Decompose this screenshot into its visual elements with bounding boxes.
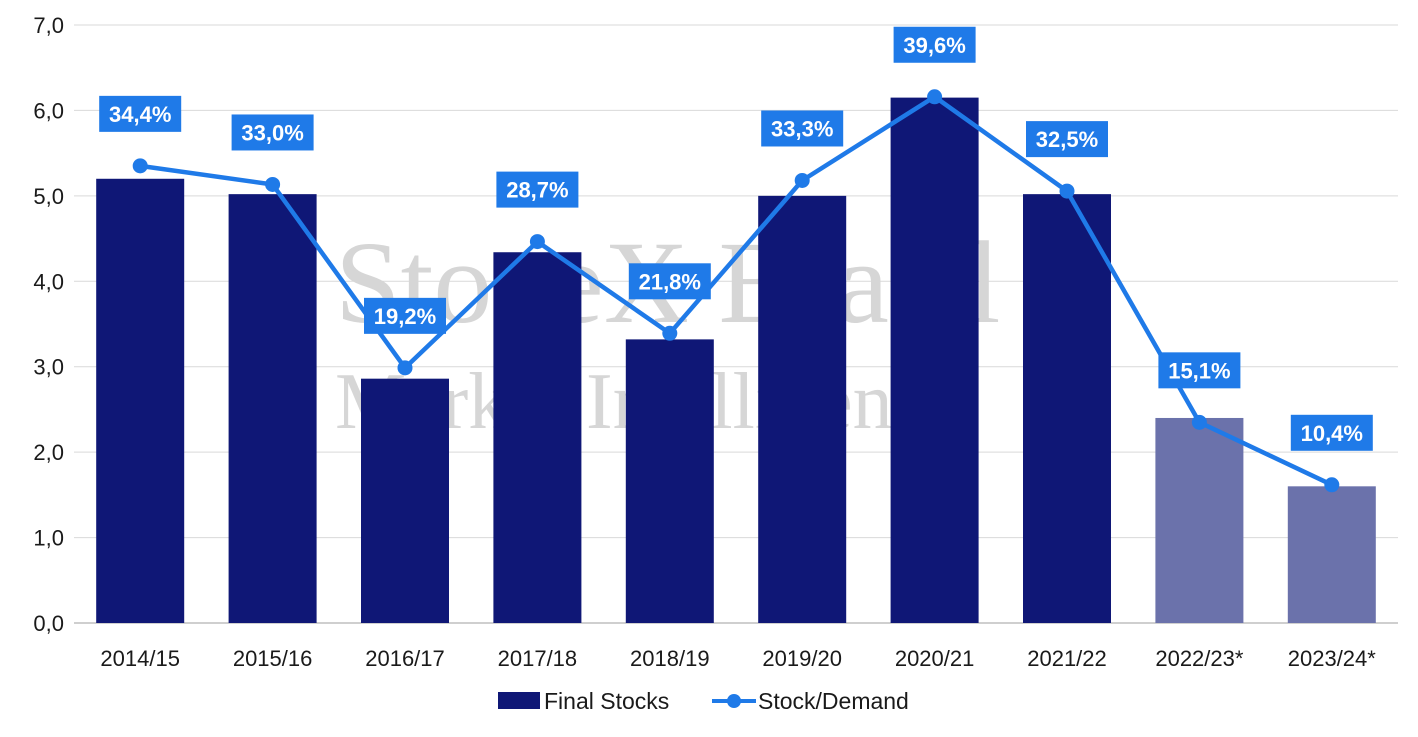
line-point [397,360,413,376]
y-tick-label: 4,0 [33,269,64,294]
bar [96,178,185,623]
data-label: 21,8% [639,269,701,294]
bar [625,339,714,623]
bar [758,195,847,623]
y-tick-label: 0,0 [33,611,64,636]
data-label-box [1026,121,1108,158]
line-point [1324,477,1340,493]
x-tick-label: 2022/23* [1155,646,1244,671]
x-tick-label: 2021/22 [1027,646,1107,671]
data-label: 33,3% [771,116,833,141]
legend-swatch-stock-demand-marker [727,694,741,708]
line-point [662,325,678,341]
line-point [1191,414,1207,430]
data-label-box [893,26,976,63]
bar [1287,486,1376,623]
data-label-box [364,297,446,334]
x-tick-label: 2020/21 [895,646,975,671]
data-label: 10,4% [1301,421,1363,446]
x-tick-label: 2017/18 [498,646,578,671]
legend-swatch-final-stocks [498,692,540,709]
data-label-box [496,171,579,208]
data-label-box [231,114,314,151]
data-label: 39,6% [903,33,965,58]
bar [493,252,582,624]
data-label: 28,7% [506,178,568,203]
data-label-box [99,95,182,132]
legend-label-stock-demand: Stock/Demand [758,688,909,714]
data-label: 34,4% [109,102,171,127]
bar-series [96,97,1376,624]
bar [228,194,317,624]
data-label-box [1290,414,1373,451]
data-labels: 34,4% 33,0% 19,2% 28,7% 21,8% 33,3% 39,6% 32,5%… [99,26,1373,451]
line-series [132,89,1340,493]
bar [361,378,449,623]
x-tick-label: 2018/19 [630,646,710,671]
x-tick-label: 2015/16 [233,646,313,671]
x-tick-label: 2023/24* [1288,646,1377,671]
y-tick-label: 7,0 [33,13,64,38]
line-point [927,89,943,105]
data-label: 15,1% [1168,358,1230,383]
bar [1155,417,1244,623]
line-point [794,172,810,188]
data-label-box [761,110,844,147]
y-tick-label: 2,0 [33,440,64,465]
legend: Final Stocks Stock/Demand [498,688,909,714]
x-tick-label: 2019/20 [762,646,842,671]
line-point [529,234,545,250]
y-tick-label: 3,0 [33,355,64,380]
bar [1023,194,1111,624]
data-label: 32,5% [1036,127,1098,152]
data-label-box [1158,352,1241,389]
line-point [1059,183,1075,199]
bar [890,97,979,624]
y-tick-label: 5,0 [33,184,64,209]
x-tick-label: 2014/15 [100,646,180,671]
line-point [265,176,281,192]
y-tick-label: 1,0 [33,526,64,551]
legend-label-final-stocks: Final Stocks [544,688,669,714]
data-label: 33,0% [241,120,303,145]
data-label: 19,2% [374,304,436,329]
y-tick-label: 6,0 [33,98,64,123]
data-label-box [628,263,711,300]
series-line-stock-demand [139,94,1333,487]
line-point [132,158,148,174]
x-tick-label: 2016/17 [365,646,445,671]
